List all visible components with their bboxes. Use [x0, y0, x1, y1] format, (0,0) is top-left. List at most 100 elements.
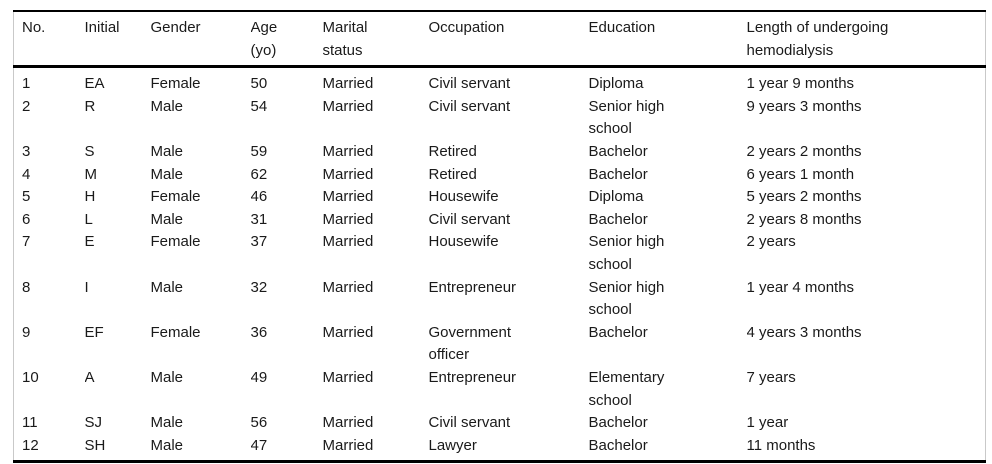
table-row: 2 R Male 54 Married Civil servant Senior high … [14, 96, 986, 141]
table-row: 12 SH Male 47 Married Lawyer Bachelor 11 months [14, 435, 986, 462]
table-cell: H [84, 188, 96, 206]
table-cell: Married [322, 75, 374, 93]
table-cell: 2 years [746, 233, 796, 251]
table-cell: Senior high school [588, 278, 665, 319]
table-cell: 6 [22, 210, 31, 228]
table-cell: Female [150, 75, 201, 93]
table-cell: Civil servant [428, 75, 511, 93]
table-cell: 11 months [746, 436, 816, 454]
table-row: 6 L Male 31 Married Civil servant Bachelor 2 ye… [14, 209, 986, 232]
table-cell: Male [150, 368, 184, 386]
table-cell: 4 years 3 months [746, 323, 862, 341]
table-cell: 37 [250, 233, 268, 251]
table-cell: Married [322, 165, 374, 183]
column-header-length: Length of undergoing hemodialysis [746, 11, 986, 69]
table-cell: 2 years 8 months [746, 210, 862, 228]
table-cell: I [84, 278, 89, 296]
table-cell: 36 [250, 323, 268, 341]
table-cell: 7 years [746, 368, 796, 386]
table-row: 8 I Male 32 Married Entrepreneur Senior high s… [14, 277, 986, 322]
table-cell: Senior high school [588, 233, 665, 273]
column-header-age: Age (yo) [250, 11, 323, 69]
table-row: 10 A Male 49 Married Entrepreneur Elementary s… [14, 367, 986, 412]
table-body: 1 EA Female 50 Married Civil servant Diploma 1 … [14, 67, 986, 462]
table-cell: Female [150, 233, 201, 251]
table-cell: Bachelor [588, 142, 648, 160]
table-cell: Female [150, 188, 201, 206]
table-cell: Male [150, 142, 184, 160]
table-cell: Male [150, 278, 184, 296]
table-cell: Male [150, 414, 184, 432]
table-cell: 62 [250, 165, 268, 183]
table-cell: Male [150, 210, 184, 228]
table-cell: Entrepreneur [428, 278, 517, 296]
table-header-row: No. Initial Gender Age (yo) Marital status Oc… [13, 11, 986, 69]
column-header-gender: Gender [150, 11, 251, 69]
table-cell: Government officer [428, 323, 512, 364]
table-cell: M [84, 165, 98, 183]
table-header: No. Initial Gender Age (yo) Marital status Oc… [13, 11, 986, 69]
table-cell: SH [84, 436, 106, 454]
table-cell: 31 [250, 210, 268, 228]
table-cell: 9 years 3 months [746, 97, 862, 115]
table-cell: Diploma [588, 75, 644, 93]
table-row: 11 SJ Male 56 Married Civil servant Bachelor 1 … [14, 412, 986, 435]
table-cell: 1 year 4 months [746, 278, 855, 296]
table-cell: EF [84, 323, 104, 341]
table-cell: Married [322, 436, 374, 454]
table-cell: Married [322, 278, 374, 296]
column-header-initial: Initial [84, 11, 151, 69]
table-cell: Married [322, 210, 374, 228]
table-cell: Married [322, 368, 374, 386]
table-row: 4 M Male 62 Married Retired Bachelor 6 years 1 … [14, 164, 986, 187]
table-cell: Civil servant [428, 210, 511, 228]
table-cell: 54 [250, 97, 268, 115]
table-cell: Married [322, 323, 374, 341]
table-cell: 46 [250, 188, 268, 206]
table-cell: 7 [22, 233, 31, 251]
table-cell: Retired [428, 142, 477, 160]
table-cell: Married [322, 97, 374, 115]
table-cell: 5 years 2 months [746, 188, 862, 206]
table-cell: 9 [22, 323, 31, 341]
table-cell: Retired [428, 165, 477, 183]
table-cell: 32 [250, 278, 268, 296]
table-cell: S [84, 142, 95, 160]
table-cell: Civil servant [428, 414, 511, 432]
table-cell: 11 [22, 414, 38, 432]
table-cell: 1 year [746, 414, 789, 432]
table-cell: 2 years 2 months [746, 142, 862, 160]
table-cell: Entrepreneur [428, 368, 517, 386]
table-cell: Married [322, 233, 374, 251]
table-cell: Bachelor [588, 165, 648, 183]
table-cell: 2 [22, 97, 31, 115]
table-cell: Diploma [588, 188, 644, 206]
table-cell: 6 years 1 month [746, 165, 855, 183]
table-cell: Male [150, 97, 184, 115]
table-cell: Married [322, 188, 374, 206]
table-cell: Bachelor [588, 414, 648, 432]
table-cell: 4 [22, 165, 31, 183]
table-cell: Housewife [428, 188, 499, 206]
table-row: 7 E Female 37 Married Housewife Senior high sc… [14, 231, 986, 276]
column-header-marital: Marital status [322, 11, 429, 69]
table-cell: Elementary school [588, 368, 665, 409]
table-cell: L [84, 210, 93, 228]
table-cell: Bachelor [588, 210, 648, 228]
column-header-occupation: Occupation [428, 11, 589, 69]
table-cell: 47 [250, 436, 268, 454]
table-cell: Married [322, 142, 374, 160]
table-row: 1 EA Female 50 Married Civil servant Diploma 1 … [14, 67, 986, 96]
table-cell: 8 [22, 278, 31, 296]
table-cell: 56 [250, 414, 268, 432]
table-cell: Housewife [428, 233, 499, 251]
table-cell: Bachelor [588, 436, 648, 454]
table-cell: A [84, 368, 95, 386]
table-cell: R [84, 97, 96, 115]
table-cell: Lawyer [428, 436, 477, 454]
table-cell: SJ [84, 414, 103, 432]
table-cell: 3 [22, 142, 31, 160]
table-cell: Senior high school [588, 97, 665, 138]
table-cell: 50 [250, 75, 268, 93]
